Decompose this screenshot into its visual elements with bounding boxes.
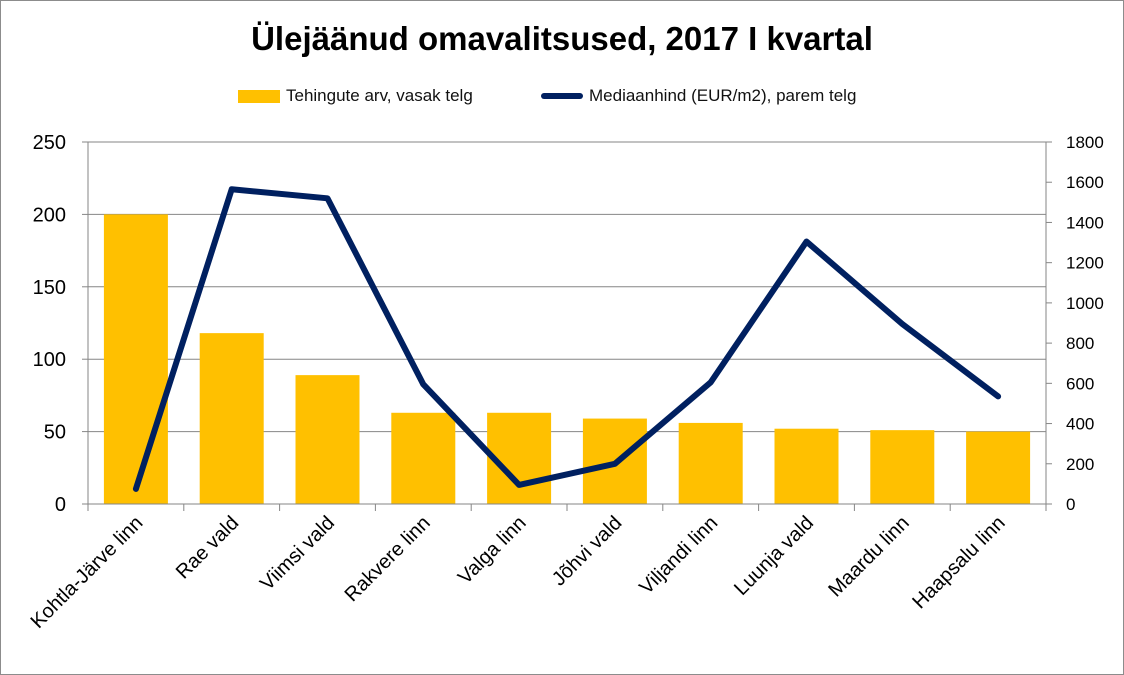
right-tick-label-6: 1200 (1066, 254, 1104, 273)
right-tick-label-0: 0 (1066, 495, 1075, 514)
legend-swatch-line (541, 93, 583, 99)
left-tick-label-5: 250 (33, 132, 66, 154)
bar-1 (199, 333, 264, 504)
category-label-1: Rae vald (172, 512, 243, 583)
right-tick-label-1: 200 (1066, 455, 1094, 474)
category-label-6: Viljandi linn (635, 512, 722, 599)
right-tick-label-9: 1800 (1066, 133, 1104, 152)
category-label-5: Jõhvi vald (548, 512, 626, 590)
left-tick-label-0: 0 (55, 494, 66, 516)
legend-item-bars: Tehingute arv, vasak telg (238, 86, 473, 106)
legend-item-line: Mediaanhind (EUR/m2), parem telg (541, 86, 856, 106)
bar-0 (103, 214, 168, 504)
category-label-8: Maardu linn (824, 512, 913, 601)
left-tick-label-4: 200 (33, 204, 66, 226)
bar-2 (295, 375, 360, 504)
bar-8 (870, 430, 935, 504)
right-tick-label-3: 600 (1066, 374, 1094, 393)
category-label-7: Luunja vald (730, 512, 818, 600)
category-label-3: Rakvere linn (341, 512, 435, 606)
bar-7 (774, 428, 839, 504)
left-tick-label-2: 100 (33, 349, 66, 371)
left-tick-label-1: 50 (44, 422, 66, 444)
legend-label-line: Mediaanhind (EUR/m2), parem telg (589, 86, 857, 105)
right-tick-label-2: 400 (1066, 415, 1094, 434)
bar-6 (678, 422, 743, 504)
category-label-0: Kohtla-Järve linn (27, 512, 148, 633)
legend-label-bars: Tehingute arv, vasak telg (286, 86, 473, 105)
category-label-9: Haapsalu linn (908, 512, 1009, 613)
bar-3 (391, 412, 456, 504)
right-tick-label-7: 1400 (1066, 213, 1104, 232)
right-tick-label-4: 800 (1066, 334, 1094, 353)
right-tick-label-8: 1600 (1066, 173, 1104, 192)
bar-9 (966, 431, 1031, 504)
right-tick-label-5: 1000 (1066, 294, 1104, 313)
category-label-4: Valga linn (454, 512, 531, 589)
legend-swatch-bars (238, 89, 280, 103)
line-series-median-price (132, 186, 1002, 492)
chart-title: Ülejäänud omavalitsused, 2017 I kvartal (251, 20, 873, 57)
category-label-2: Viimsi vald (256, 512, 339, 595)
left-tick-label-3: 150 (33, 277, 66, 299)
